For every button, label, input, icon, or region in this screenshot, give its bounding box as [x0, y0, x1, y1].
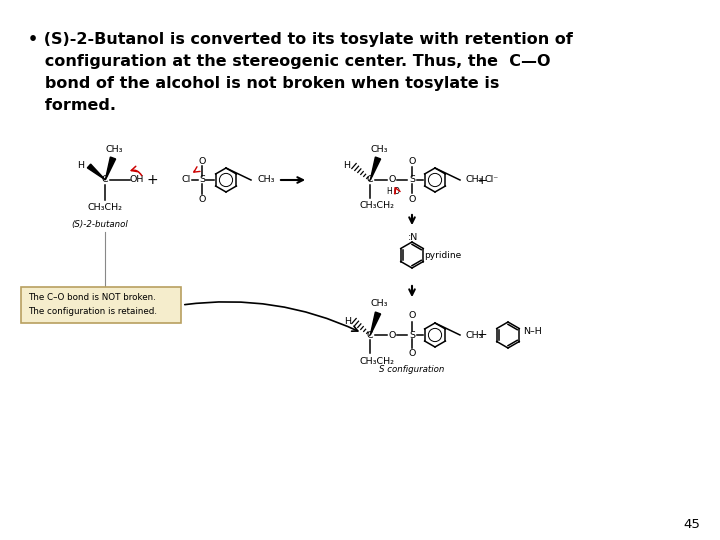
Text: formed.: formed.: [28, 98, 116, 113]
Text: O: O: [388, 330, 396, 340]
Text: CH₃: CH₃: [370, 145, 388, 153]
Text: H: H: [78, 161, 84, 171]
Text: H: H: [386, 187, 392, 197]
Text: H: H: [344, 316, 351, 326]
Text: (S)-2-butanol: (S)-2-butanol: [71, 219, 128, 228]
Text: O: O: [198, 157, 206, 165]
Text: S configuration: S configuration: [379, 364, 445, 374]
Text: +: +: [477, 173, 487, 186]
Text: N–H: N–H: [523, 327, 541, 335]
Text: O: O: [408, 312, 415, 321]
Text: bond of the alcohol is not broken when tosylate is: bond of the alcohol is not broken when t…: [28, 76, 500, 91]
Text: O: O: [388, 176, 396, 185]
Text: 45: 45: [683, 518, 700, 531]
Text: +: +: [477, 328, 487, 341]
Text: Cl⁻: Cl⁻: [485, 176, 499, 185]
Text: CH₃CH₂: CH₃CH₂: [360, 201, 395, 211]
Text: O: O: [408, 349, 415, 359]
Text: O: O: [394, 187, 400, 197]
Text: pyridine: pyridine: [424, 251, 462, 260]
Text: O: O: [408, 194, 415, 204]
Text: C: C: [366, 330, 373, 340]
Text: CH₃: CH₃: [105, 145, 122, 153]
Text: :N: :N: [408, 233, 418, 241]
Polygon shape: [370, 157, 381, 180]
Text: S: S: [409, 176, 415, 185]
Text: C: C: [366, 176, 373, 185]
Text: CH₃CH₂: CH₃CH₂: [360, 357, 395, 367]
Text: H: H: [343, 161, 351, 171]
Text: CH₃: CH₃: [370, 300, 388, 308]
Polygon shape: [105, 157, 116, 180]
Text: • (S)-2-Butanol is converted to its tosylate with retention of: • (S)-2-Butanol is converted to its tosy…: [28, 32, 573, 47]
Text: The C–O bond is NOT broken.: The C–O bond is NOT broken.: [28, 294, 156, 302]
Text: configuration at the stereogenic center. Thus, the  C—O: configuration at the stereogenic center.…: [28, 54, 551, 69]
Text: S: S: [199, 176, 205, 185]
Text: +: +: [146, 173, 158, 187]
Text: S: S: [409, 330, 415, 340]
Text: The configuration is retained.: The configuration is retained.: [28, 307, 157, 315]
Text: CH₃CH₂: CH₃CH₂: [88, 204, 122, 213]
Text: O: O: [408, 157, 415, 165]
Polygon shape: [87, 164, 105, 180]
Polygon shape: [370, 312, 381, 335]
Text: CH₃: CH₃: [466, 330, 484, 340]
Text: CH₃: CH₃: [257, 176, 274, 185]
Text: O: O: [198, 194, 206, 204]
Text: Cl: Cl: [181, 176, 191, 185]
Text: C: C: [102, 176, 108, 185]
Text: CH₃: CH₃: [466, 176, 484, 185]
Text: OH: OH: [130, 176, 144, 185]
FancyBboxPatch shape: [21, 287, 181, 323]
